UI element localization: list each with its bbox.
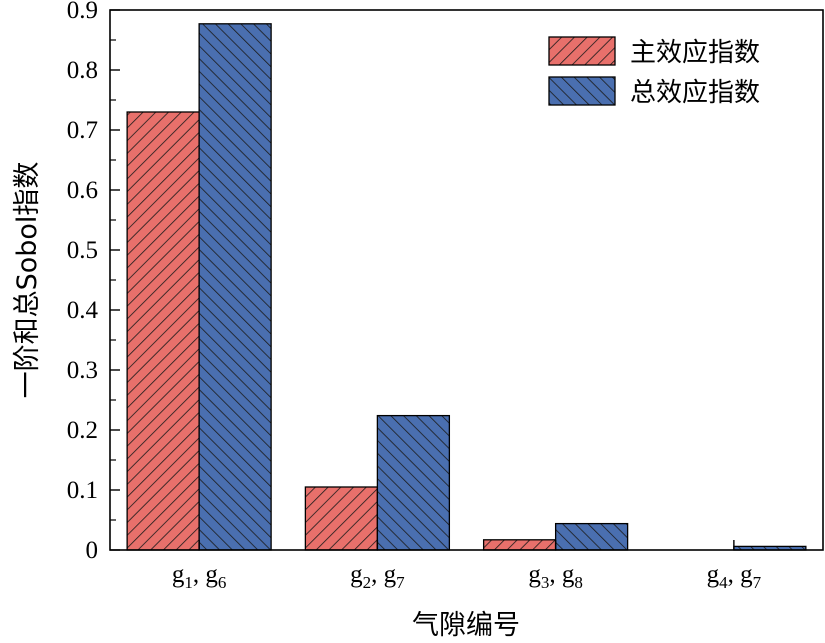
y-tick-label: 0.9 <box>67 0 98 24</box>
y-tick-label: 0.1 <box>67 477 98 504</box>
x-axis-title: 气隙编号 <box>412 610 520 641</box>
bar-main-1 <box>126 111 200 551</box>
axis-ticks <box>110 9 735 551</box>
x-tick-label: g1, g6 <box>172 561 227 592</box>
bar-main-3 <box>482 539 557 551</box>
bar-main-2 <box>304 486 379 551</box>
legend-swatch-main <box>548 36 616 66</box>
x-tick-labels: g1, g6 g2, g7 g3, g8 g4, g7 <box>172 561 762 592</box>
bar-total-3 <box>554 522 629 551</box>
y-tick-label: 0.7 <box>67 117 98 144</box>
y-tick-label: 0.6 <box>67 177 98 204</box>
legend-swatch-total <box>548 76 616 106</box>
bar-total-1 <box>198 23 272 551</box>
y-axis-title: 一阶和总Sobol指数 <box>12 162 43 399</box>
bars-group <box>126 23 807 551</box>
y-tick-label: 0.5 <box>67 237 98 264</box>
x-tick-label: g4, g7 <box>707 561 762 592</box>
x-tick-label: g3, g8 <box>528 561 583 592</box>
y-tick-label: 0 <box>86 537 99 564</box>
bar-total-2 <box>376 414 451 551</box>
y-tick-labels: 0 0.1 0.2 0.3 0.4 0.5 0.6 0.7 0.8 0.9 <box>67 0 99 564</box>
y-tick-label: 0.3 <box>67 357 98 384</box>
y-tick-label: 0.4 <box>67 297 99 324</box>
y-tick-label: 0.2 <box>67 417 98 444</box>
x-tick-label: g2, g7 <box>350 561 405 592</box>
legend-label-total: 总效应指数 <box>630 78 760 108</box>
y-tick-label: 0.8 <box>67 57 98 84</box>
legend-label-main: 主效应指数 <box>630 38 760 68</box>
